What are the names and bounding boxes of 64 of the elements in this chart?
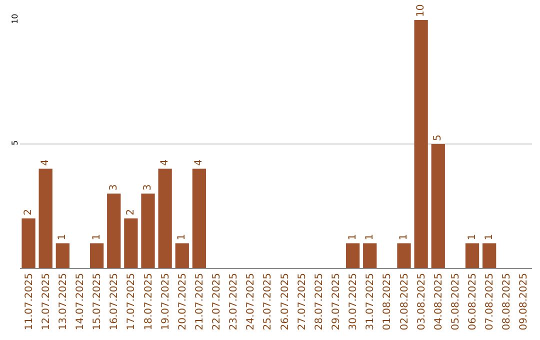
x-tick-label: 25.07.2025 <box>262 273 274 330</box>
data-label: 3 <box>108 184 120 191</box>
bar <box>22 218 36 268</box>
x-tick-label: 18.07.2025 <box>143 273 154 330</box>
x-tick-label: 08.08.2025 <box>502 273 513 330</box>
x-tick-label: 03.08.2025 <box>416 273 428 330</box>
x-tick-label: 24.07.2025 <box>246 273 257 330</box>
bar <box>38 168 52 268</box>
bar <box>397 243 411 268</box>
data-label: 2 <box>23 209 34 216</box>
x-tick-label: 21.07.2025 <box>194 273 206 330</box>
bar <box>124 218 138 268</box>
x-tick-label: 05.08.2025 <box>450 273 462 330</box>
data-label: 1 <box>347 234 358 240</box>
bar <box>414 20 428 268</box>
x-tick-label: 20.07.2025 <box>177 273 188 330</box>
bar <box>107 194 121 268</box>
x-tick-label: 23.07.2025 <box>228 273 240 330</box>
x-tick-label: 09.08.2025 <box>518 273 530 330</box>
x-tick-label: 04.08.2025 <box>433 273 444 330</box>
x-tick-label: 17.07.2025 <box>126 273 138 330</box>
data-label: 1 <box>91 234 102 240</box>
data-label: 4 <box>194 159 205 166</box>
bar <box>175 243 189 268</box>
x-tick-label: 12.07.2025 <box>40 273 52 330</box>
bar <box>158 168 172 268</box>
data-label: 1 <box>364 234 376 240</box>
data-label: 10 <box>416 4 427 17</box>
data-label: 4 <box>40 159 52 166</box>
x-tick-label: 31.07.2025 <box>365 273 376 330</box>
x-tick-label: 14.07.2025 <box>74 273 86 330</box>
bar <box>90 243 104 268</box>
data-label: 5 <box>432 134 444 141</box>
x-tick-label: 19.07.2025 <box>160 273 172 330</box>
bar <box>56 243 70 268</box>
x-tick-label: 11.07.2025 <box>24 273 35 330</box>
x-tick-label: 30.07.2025 <box>348 273 360 330</box>
data-label: 1 <box>176 234 188 240</box>
data-label: 2 <box>125 209 136 216</box>
bar <box>141 194 155 268</box>
x-tick-label: 28.07.2025 <box>314 273 325 330</box>
x-tick-label: 22.07.2025 <box>212 273 223 330</box>
data-label: 1 <box>466 234 478 240</box>
x-tick-label: 02.08.2025 <box>399 273 410 330</box>
bar <box>363 243 377 268</box>
x-tick-label: 01.08.2025 <box>382 273 394 330</box>
x-tick-label: 07.08.2025 <box>484 273 496 330</box>
x-tick-label: 13.07.2025 <box>58 273 69 330</box>
data-label: 1 <box>398 234 410 240</box>
bar <box>465 243 480 268</box>
x-tick-label: 26.07.2025 <box>280 273 291 330</box>
data-label: 3 <box>142 184 154 191</box>
x-tick-label: 15.07.2025 <box>92 273 104 330</box>
bar <box>346 243 360 268</box>
x-tick-label: 27.07.2025 <box>296 273 308 330</box>
x-tick-label: 06.08.2025 <box>468 273 479 330</box>
bar <box>482 243 496 268</box>
bar <box>192 168 206 268</box>
bar <box>431 144 445 268</box>
data-label: 4 <box>160 159 171 166</box>
data-label: 1 <box>484 234 495 240</box>
x-tick-label: 16.07.2025 <box>109 273 120 330</box>
x-tick-label: 29.07.2025 <box>330 273 342 330</box>
data-label: 1 <box>57 234 68 240</box>
